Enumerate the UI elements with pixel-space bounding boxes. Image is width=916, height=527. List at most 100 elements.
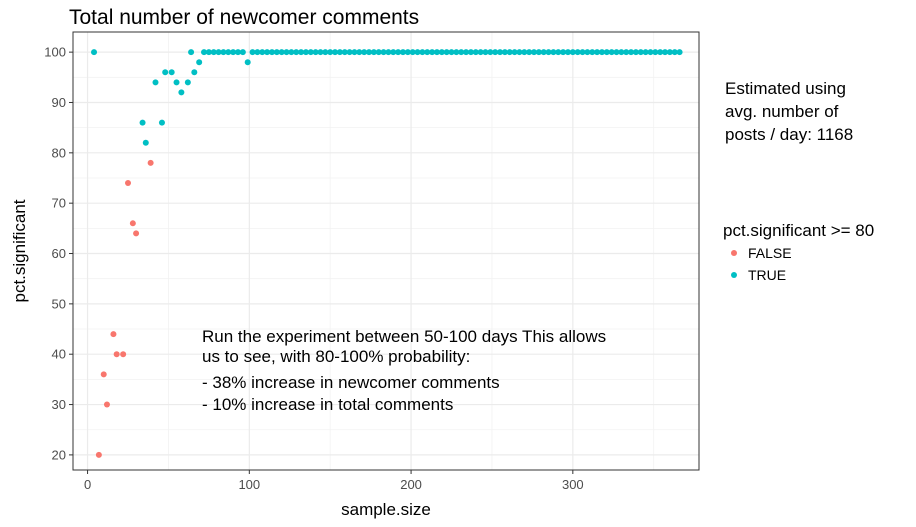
data-point-true (463, 49, 470, 56)
legend-title: pct.significant >= 80 (723, 221, 874, 240)
data-point-true (178, 89, 185, 96)
data-point-true (264, 49, 271, 56)
y-tick-label: 40 (52, 347, 66, 362)
data-point-false (95, 451, 102, 458)
data-point-true (569, 49, 576, 56)
data-point-true (472, 49, 479, 56)
plot-panel (72, 31, 700, 471)
data-point-true (201, 49, 208, 56)
annotation-text: Run the experiment between 50-100 days T… (202, 327, 606, 414)
data-point-true (244, 59, 251, 66)
panel-border (72, 31, 700, 471)
annotation-line-3: - 38% increase in newcomer comments (202, 373, 500, 392)
side-note-line-3: posts / day: 1168 (725, 125, 853, 144)
data-point-true (168, 69, 175, 76)
data-point-true (152, 79, 159, 86)
data-point-true (288, 49, 295, 56)
y-tick-label: 100 (44, 45, 66, 60)
data-point-true (327, 49, 334, 56)
data-point-true (637, 49, 644, 56)
annotation-line-2: us to see, with 80-100% probability: (202, 347, 470, 366)
data-point-true (395, 49, 402, 56)
data-point-true (142, 139, 149, 146)
data-points (91, 49, 683, 458)
data-point-true (438, 49, 445, 56)
data-point-true (540, 49, 547, 56)
legend-label-true: TRUE (748, 267, 786, 283)
x-tick-label: 300 (562, 477, 584, 492)
data-point-true (254, 49, 261, 56)
data-point-true (424, 49, 431, 56)
panel-background (73, 32, 699, 470)
data-point-false (147, 159, 154, 166)
data-point-true (574, 49, 581, 56)
data-point-true (173, 79, 180, 86)
data-point-true (579, 49, 586, 56)
data-point-true (399, 49, 406, 56)
data-point-true (598, 49, 605, 56)
y-axis-title: pct.significant (10, 199, 29, 302)
y-tick-label: 80 (52, 145, 66, 160)
data-point-true (188, 49, 195, 56)
data-point-true (594, 49, 601, 56)
data-point-true (448, 49, 455, 56)
data-point-true (234, 49, 241, 56)
data-point-true (535, 49, 542, 56)
data-point-true (603, 49, 610, 56)
data-point-true (317, 49, 324, 56)
data-point-true (239, 49, 246, 56)
x-axis-ticks: 0 100 200 300 (84, 470, 584, 492)
data-point-true (676, 49, 683, 56)
data-point-true (293, 49, 300, 56)
data-point-false (100, 371, 107, 378)
legend-key-false (731, 250, 737, 256)
grid-lines (73, 32, 699, 470)
data-point-true (647, 49, 654, 56)
data-point-true (298, 49, 305, 56)
chart-title: Total number of newcomer comments (69, 6, 419, 29)
data-point-true (139, 119, 146, 126)
legend-label-false: FALSE (748, 245, 792, 261)
data-point-true (671, 49, 678, 56)
data-point-true (608, 49, 615, 56)
y-axis-ticks: 20 30 40 50 60 70 80 90 100 (44, 45, 73, 462)
data-point-true (497, 49, 504, 56)
data-point-true (356, 49, 363, 56)
y-tick-label: 90 (52, 95, 66, 110)
data-point-true (564, 49, 571, 56)
data-point-true (225, 49, 232, 56)
data-point-true (550, 49, 557, 56)
side-note-line-1: Estimated using (725, 79, 846, 98)
data-point-true (467, 49, 474, 56)
data-point-true (555, 49, 562, 56)
data-point-true (307, 49, 314, 56)
data-point-true (623, 49, 630, 56)
data-point-true (632, 49, 639, 56)
data-point-true (526, 49, 533, 56)
data-point-true (613, 49, 620, 56)
data-point-true (506, 49, 513, 56)
annotation-line-1: Run the experiment between 50-100 days T… (202, 327, 606, 346)
data-point-true (482, 49, 489, 56)
data-point-true (370, 49, 377, 56)
data-point-true (158, 119, 165, 126)
legend: pct.significant >= 80 FALSE TRUE (723, 221, 874, 283)
data-point-true (409, 49, 416, 56)
data-point-true (443, 49, 450, 56)
annotation-line-4: - 10% increase in total comments (202, 395, 453, 414)
data-point-true (560, 49, 567, 56)
data-point-true (501, 49, 508, 56)
data-point-true (302, 49, 309, 56)
data-point-true (249, 49, 256, 56)
data-point-true (545, 49, 552, 56)
data-point-true (361, 49, 368, 56)
data-point-true (268, 49, 275, 56)
data-point-true (589, 49, 596, 56)
data-point-true (191, 69, 198, 76)
data-point-true (205, 49, 212, 56)
data-point-true (657, 49, 664, 56)
data-point-true (390, 49, 397, 56)
data-point-true (259, 49, 266, 56)
data-point-true (196, 59, 203, 66)
